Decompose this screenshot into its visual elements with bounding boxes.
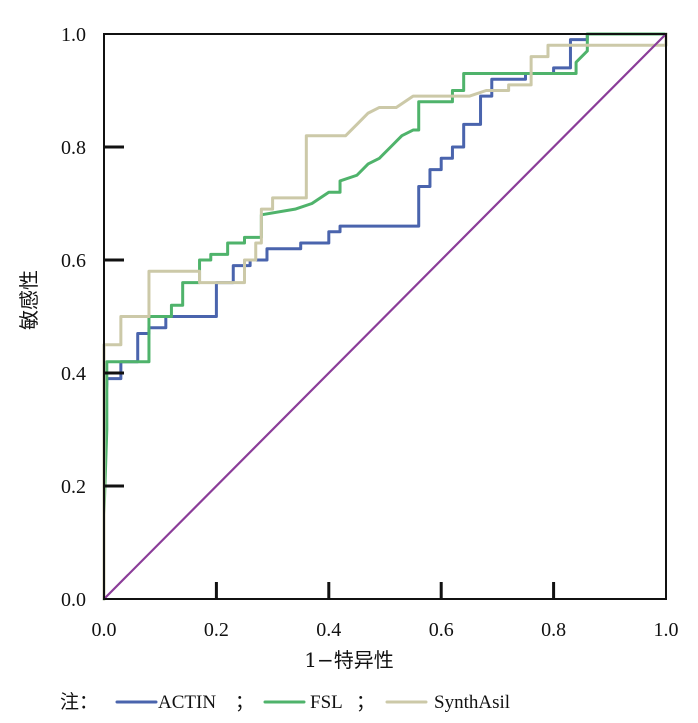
- legend-label-actin: ACTIN: [158, 692, 216, 713]
- series-line-synthasil: [102, 32, 668, 601]
- x-tick-label: 0.4: [316, 619, 341, 641]
- legend-separator: ；: [356, 691, 375, 713]
- reference-diagonal-line: [102, 32, 668, 601]
- y-tick-label: 0.4: [61, 363, 86, 385]
- legend-label-synthasil: SynthAsil: [434, 692, 510, 713]
- legend-label-fsl: FSL: [310, 692, 343, 713]
- x-tick-label: 0.8: [541, 619, 566, 641]
- legend-separator: ；: [235, 691, 254, 713]
- y-tick-label: 0.2: [61, 476, 86, 498]
- x-axis-title: 1−特异性: [304, 648, 393, 672]
- x-tick-label: 1.0: [654, 619, 679, 641]
- series-line-fsl: [102, 32, 668, 601]
- y-tick-label: 0.0: [61, 589, 86, 611]
- y-tick-label: 0.6: [61, 250, 86, 272]
- labels-layer: 0.0 0.2 0.4 0.6 0.8 1.0 0.0 0.2 0.4 0.6 0.8 1.0 1−特异…: [17, 24, 679, 672]
- plot-layer: [102, 32, 668, 601]
- legend-prefix: 注：: [60, 691, 98, 713]
- plot-frame: [103, 33, 667, 600]
- axes-layer: [103, 33, 667, 600]
- x-tick-label: 0.6: [429, 619, 454, 641]
- x-tick-label: 0.2: [204, 619, 229, 641]
- y-tick-label: 1.0: [61, 24, 86, 46]
- y-tick-label: 0.8: [61, 137, 86, 159]
- x-tick-label: 0.0: [92, 619, 117, 641]
- legend: 注： ACTIN ； FSL ； SynthAsil: [60, 691, 510, 713]
- y-axis-title: 敏感性: [17, 270, 41, 330]
